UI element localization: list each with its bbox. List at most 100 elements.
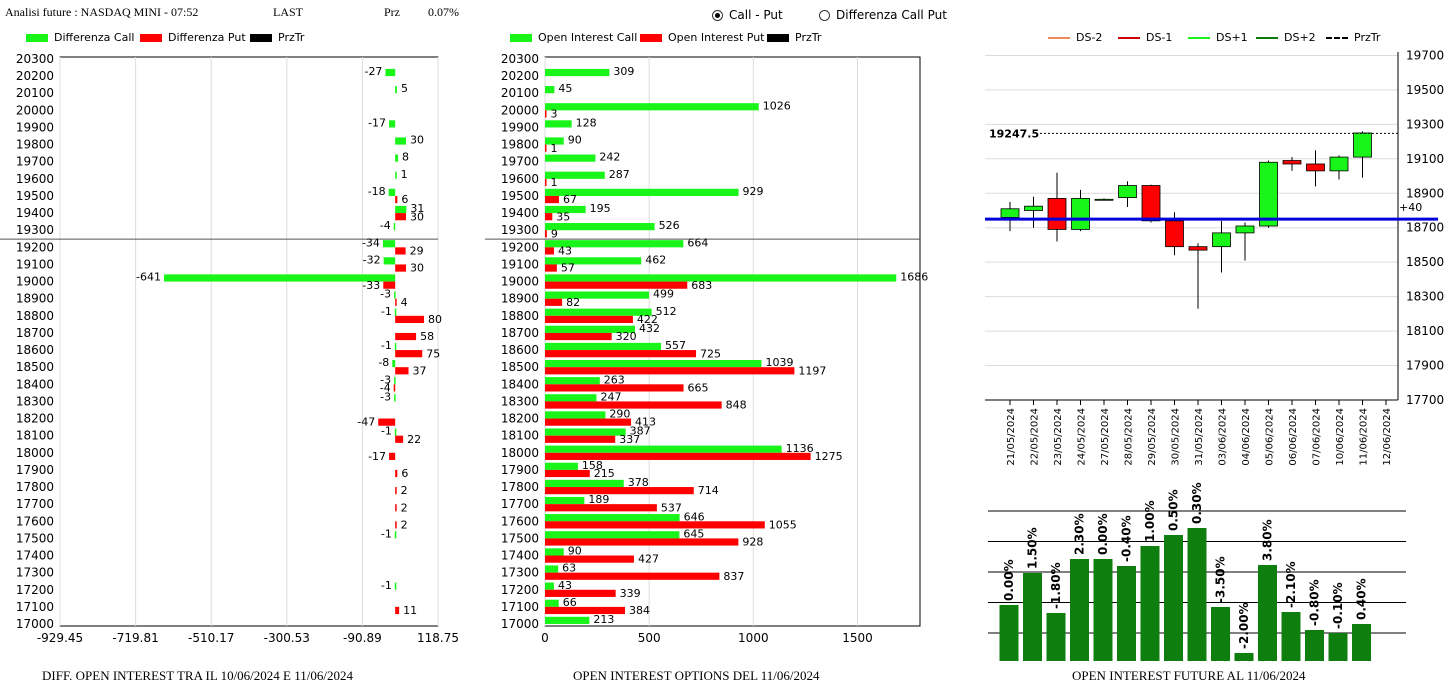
call-bar	[545, 394, 597, 402]
put-value-label: 35	[556, 210, 570, 223]
strike-label: 18100	[501, 429, 539, 443]
chart-open-interest-options: 0 500 1000 15002030020200201002000019900198…	[485, 52, 928, 645]
put-bar	[545, 110, 547, 118]
call-bar	[545, 616, 590, 624]
przTr-label: 19247.5	[989, 127, 1039, 140]
put-bar	[395, 298, 397, 306]
strike-label: 19400	[501, 206, 539, 220]
call-value-label: 432	[639, 322, 660, 335]
put-bar	[545, 367, 795, 375]
strike-label: 17500	[501, 531, 539, 545]
put-value-label: -33	[362, 279, 380, 292]
put-bar	[395, 521, 397, 529]
radio-call-put[interactable]: Call - Put	[712, 8, 783, 22]
candle-body	[1235, 225, 1255, 234]
put-value-label: 2	[401, 501, 408, 514]
legend-ds-minus2: DS-2	[1048, 31, 1102, 44]
price-tick-label: 19500	[1406, 83, 1444, 97]
call-value-label: 499	[653, 288, 674, 301]
call-value-label: 66	[563, 596, 577, 609]
call-bar	[545, 428, 626, 436]
call-bar	[545, 445, 782, 453]
put-bar	[395, 606, 400, 615]
strike-label: 17900	[16, 463, 54, 477]
radio-differenza-call-put[interactable]: Differenza Call Put	[819, 8, 947, 22]
pct-bar	[1211, 607, 1230, 661]
strike-label: 18300	[501, 394, 539, 408]
call-bar	[545, 171, 605, 179]
call-bar	[394, 582, 397, 590]
legend-oi-call: Open Interest Call	[510, 31, 637, 44]
strike-label: 18500	[16, 360, 54, 374]
call-bar	[545, 325, 635, 333]
strike-label: 20200	[16, 69, 54, 83]
put-bar	[395, 332, 417, 341]
strike-label: 18800	[16, 309, 54, 323]
call-bar	[545, 496, 585, 505]
chart-future-candles: 17700 17900 18100 18300 18500 18700 18900 19100…	[985, 48, 1444, 466]
date-label: 31/05/2024	[1194, 408, 1205, 466]
prz-value: 0.07%	[428, 5, 459, 19]
chart-diff-open-interest: -929.45 -719.81 -510.17 -300.53 -90.89 118.75…	[0, 52, 459, 645]
call-bar	[394, 342, 397, 351]
pct-label: -2.10%	[1284, 561, 1298, 608]
put-bar	[395, 247, 406, 255]
call-bar	[382, 240, 396, 248]
pct-label: -1.80%	[1049, 562, 1063, 609]
price-tick-label: 17900	[1406, 359, 1444, 373]
date-label: 11/06/2024	[1359, 408, 1370, 466]
put-bar	[545, 606, 625, 615]
candle-body	[1024, 205, 1043, 211]
call-bar	[395, 154, 399, 162]
strike-label: 20000	[16, 103, 54, 117]
put-bar	[395, 213, 406, 221]
legend-przTr-mid: PrzTr	[767, 31, 821, 44]
strike-label: 17300	[16, 566, 54, 580]
call-bar	[545, 359, 762, 368]
put-bar	[545, 572, 720, 580]
put-value-label: 2	[401, 518, 408, 531]
call-bar	[545, 582, 554, 590]
put-bar	[395, 264, 406, 272]
strike-label: 20300	[501, 52, 539, 66]
candle-body	[1000, 208, 1020, 218]
date-label: 21/05/2024	[1006, 408, 1017, 466]
call-value-label: 1026	[763, 99, 791, 112]
strike-label: 18500	[501, 360, 539, 374]
pct-label: 0.00%	[1002, 559, 1016, 601]
x-tick-label: 500	[638, 631, 661, 645]
strike-label: 17600	[16, 514, 54, 528]
x-tick-label: -90.89	[343, 631, 382, 645]
put-value-label: 4	[401, 296, 408, 309]
strike-label: 19800	[16, 138, 54, 152]
put-bar	[545, 178, 547, 187]
call-bar	[545, 240, 684, 248]
strike-label: 18100	[16, 429, 54, 443]
date-label: 24/05/2024	[1077, 408, 1088, 466]
put-value-label: 422	[637, 313, 658, 326]
put-value-label: 725	[700, 347, 721, 360]
pct-label: 3.80%	[1261, 519, 1275, 561]
strike-label: 19200	[16, 240, 54, 254]
legend-ds-minus1: DS-1	[1118, 31, 1172, 44]
put-bar	[545, 230, 547, 238]
pct-bar	[1352, 624, 1371, 661]
legend-ds-plus1: DS+1	[1188, 31, 1248, 44]
strike-label: 18300	[16, 394, 54, 408]
strike-label: 19900	[16, 120, 54, 134]
call-value-label: -27	[364, 65, 382, 78]
pct-label: 0.00%	[1096, 513, 1110, 555]
candle-body	[1094, 198, 1114, 201]
call-value-label: 90	[568, 134, 582, 147]
call-bar	[545, 274, 897, 282]
call-value-label: 557	[665, 339, 686, 352]
strike-label: 20300	[16, 52, 54, 66]
strike-label: 19400	[16, 206, 54, 220]
candle-body	[1165, 220, 1184, 248]
call-bar	[545, 120, 572, 128]
call-value-label: 664	[687, 236, 708, 249]
strike-label: 19000	[501, 275, 539, 289]
strike-label: 18000	[16, 446, 54, 460]
put-value-label: 665	[688, 381, 709, 394]
put-bar	[545, 281, 688, 289]
